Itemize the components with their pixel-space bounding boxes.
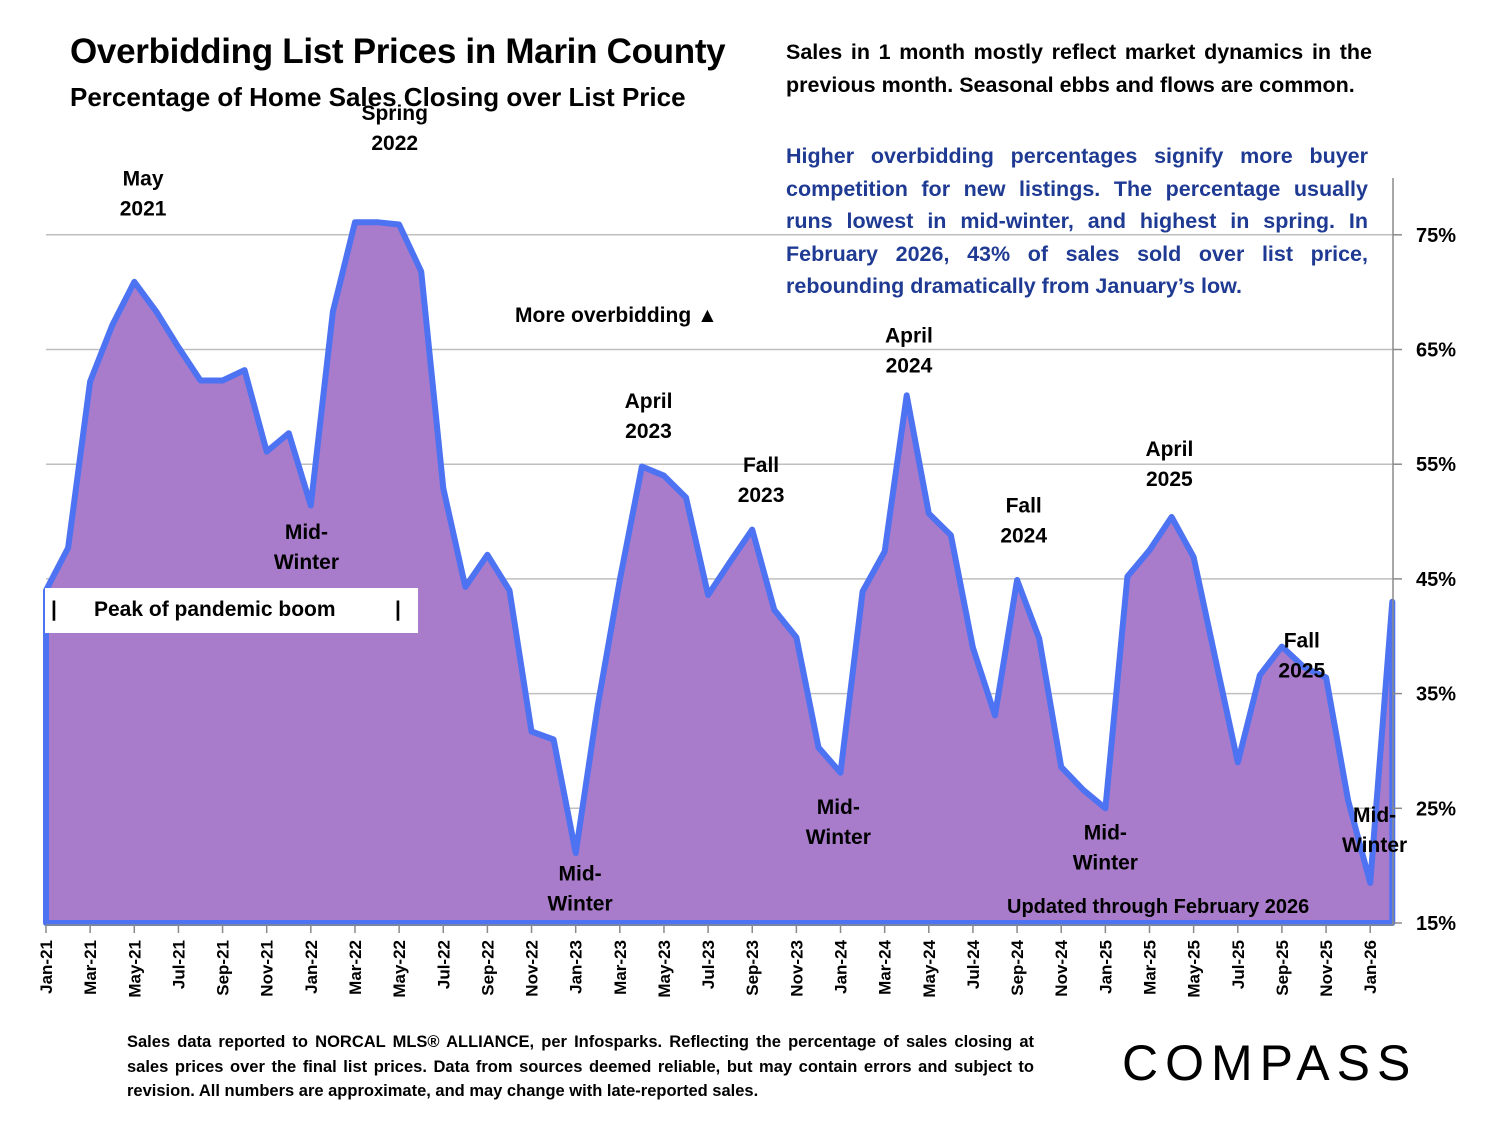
annotation-line: Mid- <box>559 863 602 886</box>
x-tick-label: Mar-25 <box>1141 940 1160 995</box>
x-tick-label: Nov-22 <box>523 940 542 997</box>
more-overbidding-label: More overbidding ▲ <box>515 304 718 327</box>
annotation-line: Winter <box>1073 851 1138 874</box>
x-tick-label: Jul-21 <box>169 940 188 989</box>
annotation-line: Spring <box>361 102 428 125</box>
y-tick-label: 35% <box>1416 684 1456 706</box>
annotation-line: Winter <box>274 551 339 574</box>
annotation-line: Mid- <box>1353 804 1396 827</box>
axes <box>46 178 1402 926</box>
annotation-label: Fall 2023 <box>738 454 785 507</box>
area-fill <box>46 222 1393 923</box>
annotation-label: Mid- Winter <box>274 521 339 574</box>
series-line <box>43 219 1396 926</box>
x-tick-label: Jan-22 <box>302 940 321 994</box>
annotation-line: 2023 <box>738 484 785 507</box>
annotation-line: April <box>1145 438 1193 461</box>
x-tick-label: Sep-22 <box>478 940 497 996</box>
annotation-line: Mid- <box>817 796 860 819</box>
annotation-line: 2022 <box>371 132 418 155</box>
annotation-line: 2025 <box>1278 660 1325 683</box>
x-tick-label: Mar-24 <box>876 939 895 994</box>
x-tick-label: Jan-21 <box>37 940 56 994</box>
annotation-label: April 2025 <box>1145 438 1193 491</box>
chart-subtitle: Percentage of Home Sales Closing over Li… <box>70 82 686 112</box>
x-tick-label: Sep-21 <box>214 940 233 996</box>
x-tick-label: Sep-24 <box>1008 939 1027 995</box>
annotation-line: May <box>123 167 164 190</box>
annotation-label: Mid- Winter <box>1342 804 1407 857</box>
annotation-line: April <box>885 325 933 348</box>
x-tick-label: Jul-24 <box>964 939 983 989</box>
x-tick-label: Nov-21 <box>258 940 277 997</box>
x-tick-label: Mar-22 <box>346 940 365 995</box>
x-tick-labels: Jan-21 Mar-21 May-21 Jul-21 Sep-21 Nov-21 Jan-… <box>37 925 1380 998</box>
annotation-label: Mid- Winter <box>1073 821 1138 874</box>
annotation-label: Fall 2024 <box>1000 494 1047 547</box>
compass-logo: COMPASS <box>1122 1035 1418 1091</box>
updated-through-label: Updated through February 2026 <box>1007 896 1309 918</box>
pandemic-boom-box <box>45 588 418 633</box>
annotation-label: Mid- Winter <box>548 863 613 916</box>
y-tick-label: 45% <box>1416 569 1456 591</box>
y-tick-label: 55% <box>1416 454 1456 476</box>
x-tick-label: Mar-23 <box>611 940 630 995</box>
x-tick-label: Nov-24 <box>1052 939 1071 996</box>
x-tick-label: May-24 <box>920 939 939 997</box>
annotation-line: Mid- <box>1084 821 1127 844</box>
x-tick-label: Jan-26 <box>1361 940 1380 994</box>
annotation-line: Mid- <box>285 521 328 544</box>
x-tick-label: Nov-23 <box>787 940 806 997</box>
chart-title: Overbidding List Prices in Marin County <box>70 32 726 71</box>
annotation-line: Winter <box>1342 834 1407 857</box>
annotation-label: Fall 2025 <box>1278 630 1325 683</box>
x-tick-label: Jan-25 <box>1096 940 1115 994</box>
x-tick-label: Jan-24 <box>832 939 851 993</box>
annotation-line: 2024 <box>1000 524 1047 547</box>
boom-left-bracket: | <box>51 598 57 621</box>
annotation-label: May 2021 <box>120 167 167 220</box>
x-tick-label: May-21 <box>125 940 144 998</box>
x-tick-label: Jan-23 <box>567 940 586 994</box>
x-tick-label: May-25 <box>1185 940 1204 998</box>
x-tick-label: May-22 <box>390 940 409 998</box>
y-tick-labels: 15% 25% 35% 45% 55% 65% 75% <box>1416 225 1456 935</box>
x-tick-label: Jul-25 <box>1229 940 1248 989</box>
y-tick-label: 25% <box>1416 798 1456 820</box>
x-tick-label: Nov-25 <box>1317 940 1336 997</box>
annotation-line: April <box>625 390 673 413</box>
x-tick-label: Sep-25 <box>1273 940 1292 996</box>
annotation-line: Winter <box>548 893 613 916</box>
annotation-line: Fall <box>743 454 779 477</box>
source-footnote: Sales data reported to NORCAL MLS® ALLIA… <box>127 1033 1034 1100</box>
annotation-line: 2023 <box>625 420 672 443</box>
annotation-line: Winter <box>806 826 871 849</box>
boom-right-bracket: | <box>395 598 401 621</box>
annotation-label: April 2023 <box>625 390 673 443</box>
annotation-line: Fall <box>1006 494 1042 517</box>
x-tick-label: May-23 <box>655 940 674 998</box>
annotation-label: Spring 2022 <box>361 102 428 155</box>
annotation-line: Fall <box>1284 630 1320 653</box>
annotation-line: 2021 <box>120 197 167 220</box>
y-tick-label: 15% <box>1416 913 1456 935</box>
x-tick-label: Jul-22 <box>434 940 453 989</box>
y-tick-label: 65% <box>1416 340 1456 362</box>
boom-text: Peak of pandemic boom <box>94 598 336 621</box>
market-dynamics-note: Sales in 1 month mostly reflect market d… <box>786 40 1372 97</box>
y-tick-label: 75% <box>1416 225 1456 247</box>
x-tick-label: Mar-21 <box>81 940 100 995</box>
annotation-label: Mid- Winter <box>806 796 871 849</box>
x-tick-label: Jul-23 <box>699 940 718 989</box>
annotation-line: 2025 <box>1146 468 1193 491</box>
annotation-line: 2024 <box>886 355 933 378</box>
x-tick-label: Sep-23 <box>743 940 762 996</box>
overbidding-explanation-note: Higher overbidding percentages signify m… <box>786 144 1368 298</box>
annotation-label: April 2024 <box>885 325 933 378</box>
